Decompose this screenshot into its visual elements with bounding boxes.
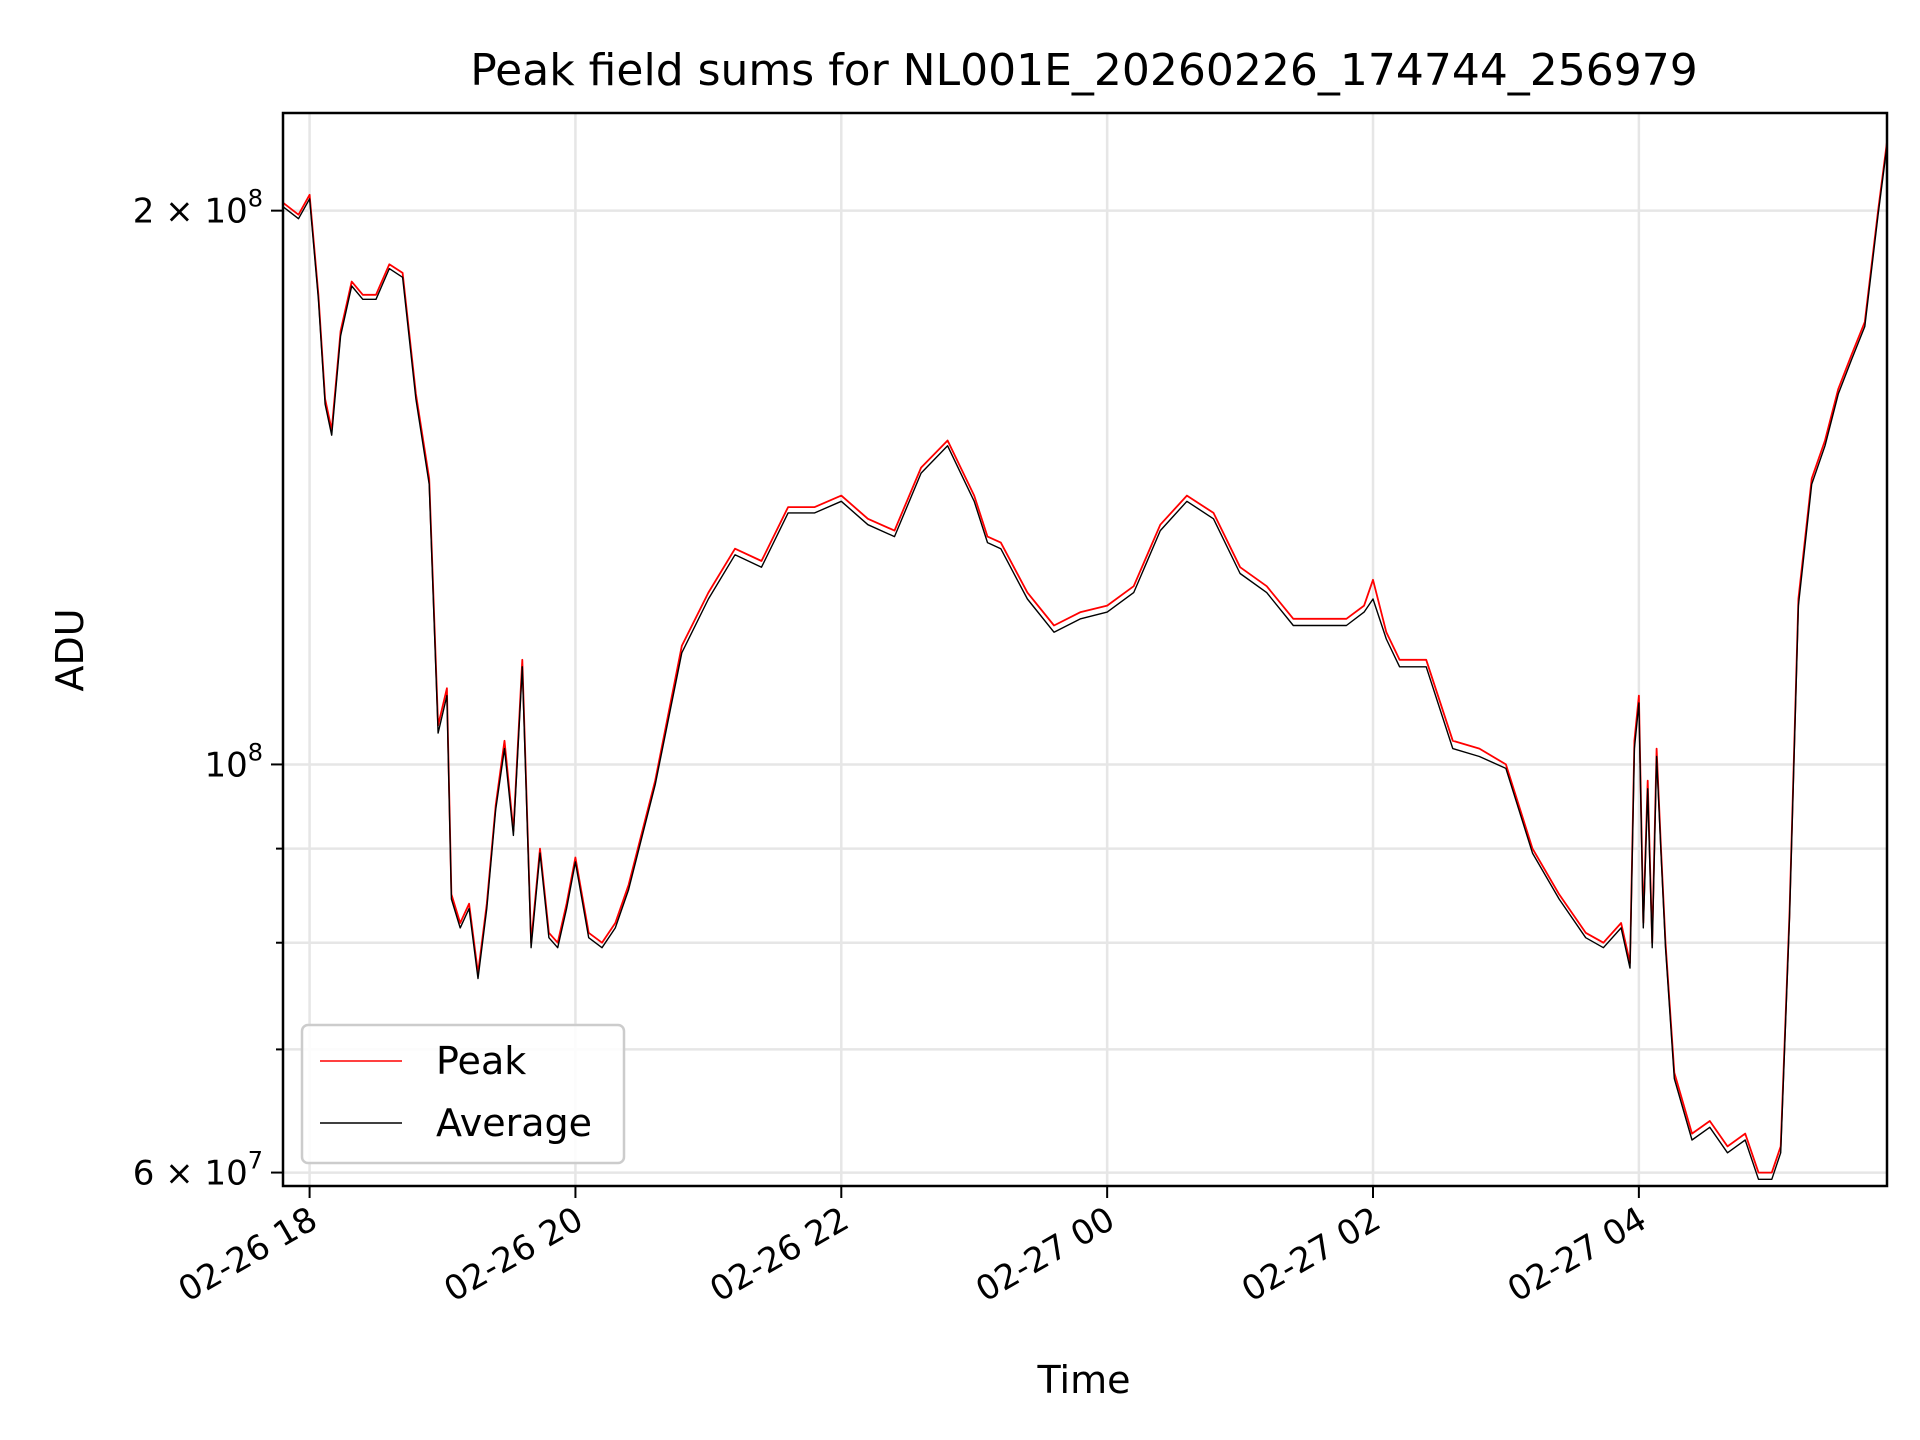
grid bbox=[283, 113, 1887, 1186]
x-tick-label: 02-26 22 bbox=[703, 1199, 855, 1310]
legend-box bbox=[300, 1023, 626, 1165]
x-tick-label: 02-27 04 bbox=[1501, 1199, 1653, 1310]
x-axis-label: Time bbox=[1037, 1358, 1131, 1402]
x-tick-label: 02-26 18 bbox=[172, 1199, 324, 1310]
x-tick-label: 02-26 20 bbox=[438, 1199, 590, 1310]
y-axis: 6 × 107 108 2 × 108 bbox=[133, 185, 283, 1194]
axes-frame bbox=[281, 111, 1889, 1188]
y-tick-label: 6 × 107 bbox=[133, 1147, 263, 1194]
x-tick-label: 02-27 00 bbox=[969, 1199, 1121, 1310]
legend-label-average: Average bbox=[436, 1101, 592, 1145]
y-tick-label: 108 bbox=[204, 738, 263, 785]
y-axis-label: ADU bbox=[48, 608, 92, 691]
legend-label-peak: Peak bbox=[436, 1039, 526, 1083]
plot-area bbox=[282, 141, 1888, 1180]
chart-title: Peak field sums for NL001E_20260226_1747… bbox=[470, 45, 1698, 96]
y-tick-label: 2 × 108 bbox=[133, 185, 263, 232]
legend: Peak Average bbox=[300, 1023, 626, 1165]
series-line-average bbox=[282, 145, 1888, 1180]
series-line-peak bbox=[282, 141, 1888, 1174]
x-tick-label: 02-27 02 bbox=[1235, 1199, 1387, 1310]
x-axis: 02-26 18 02-26 20 02-26 22 02-27 00 02-27 02… bbox=[172, 1186, 1653, 1310]
